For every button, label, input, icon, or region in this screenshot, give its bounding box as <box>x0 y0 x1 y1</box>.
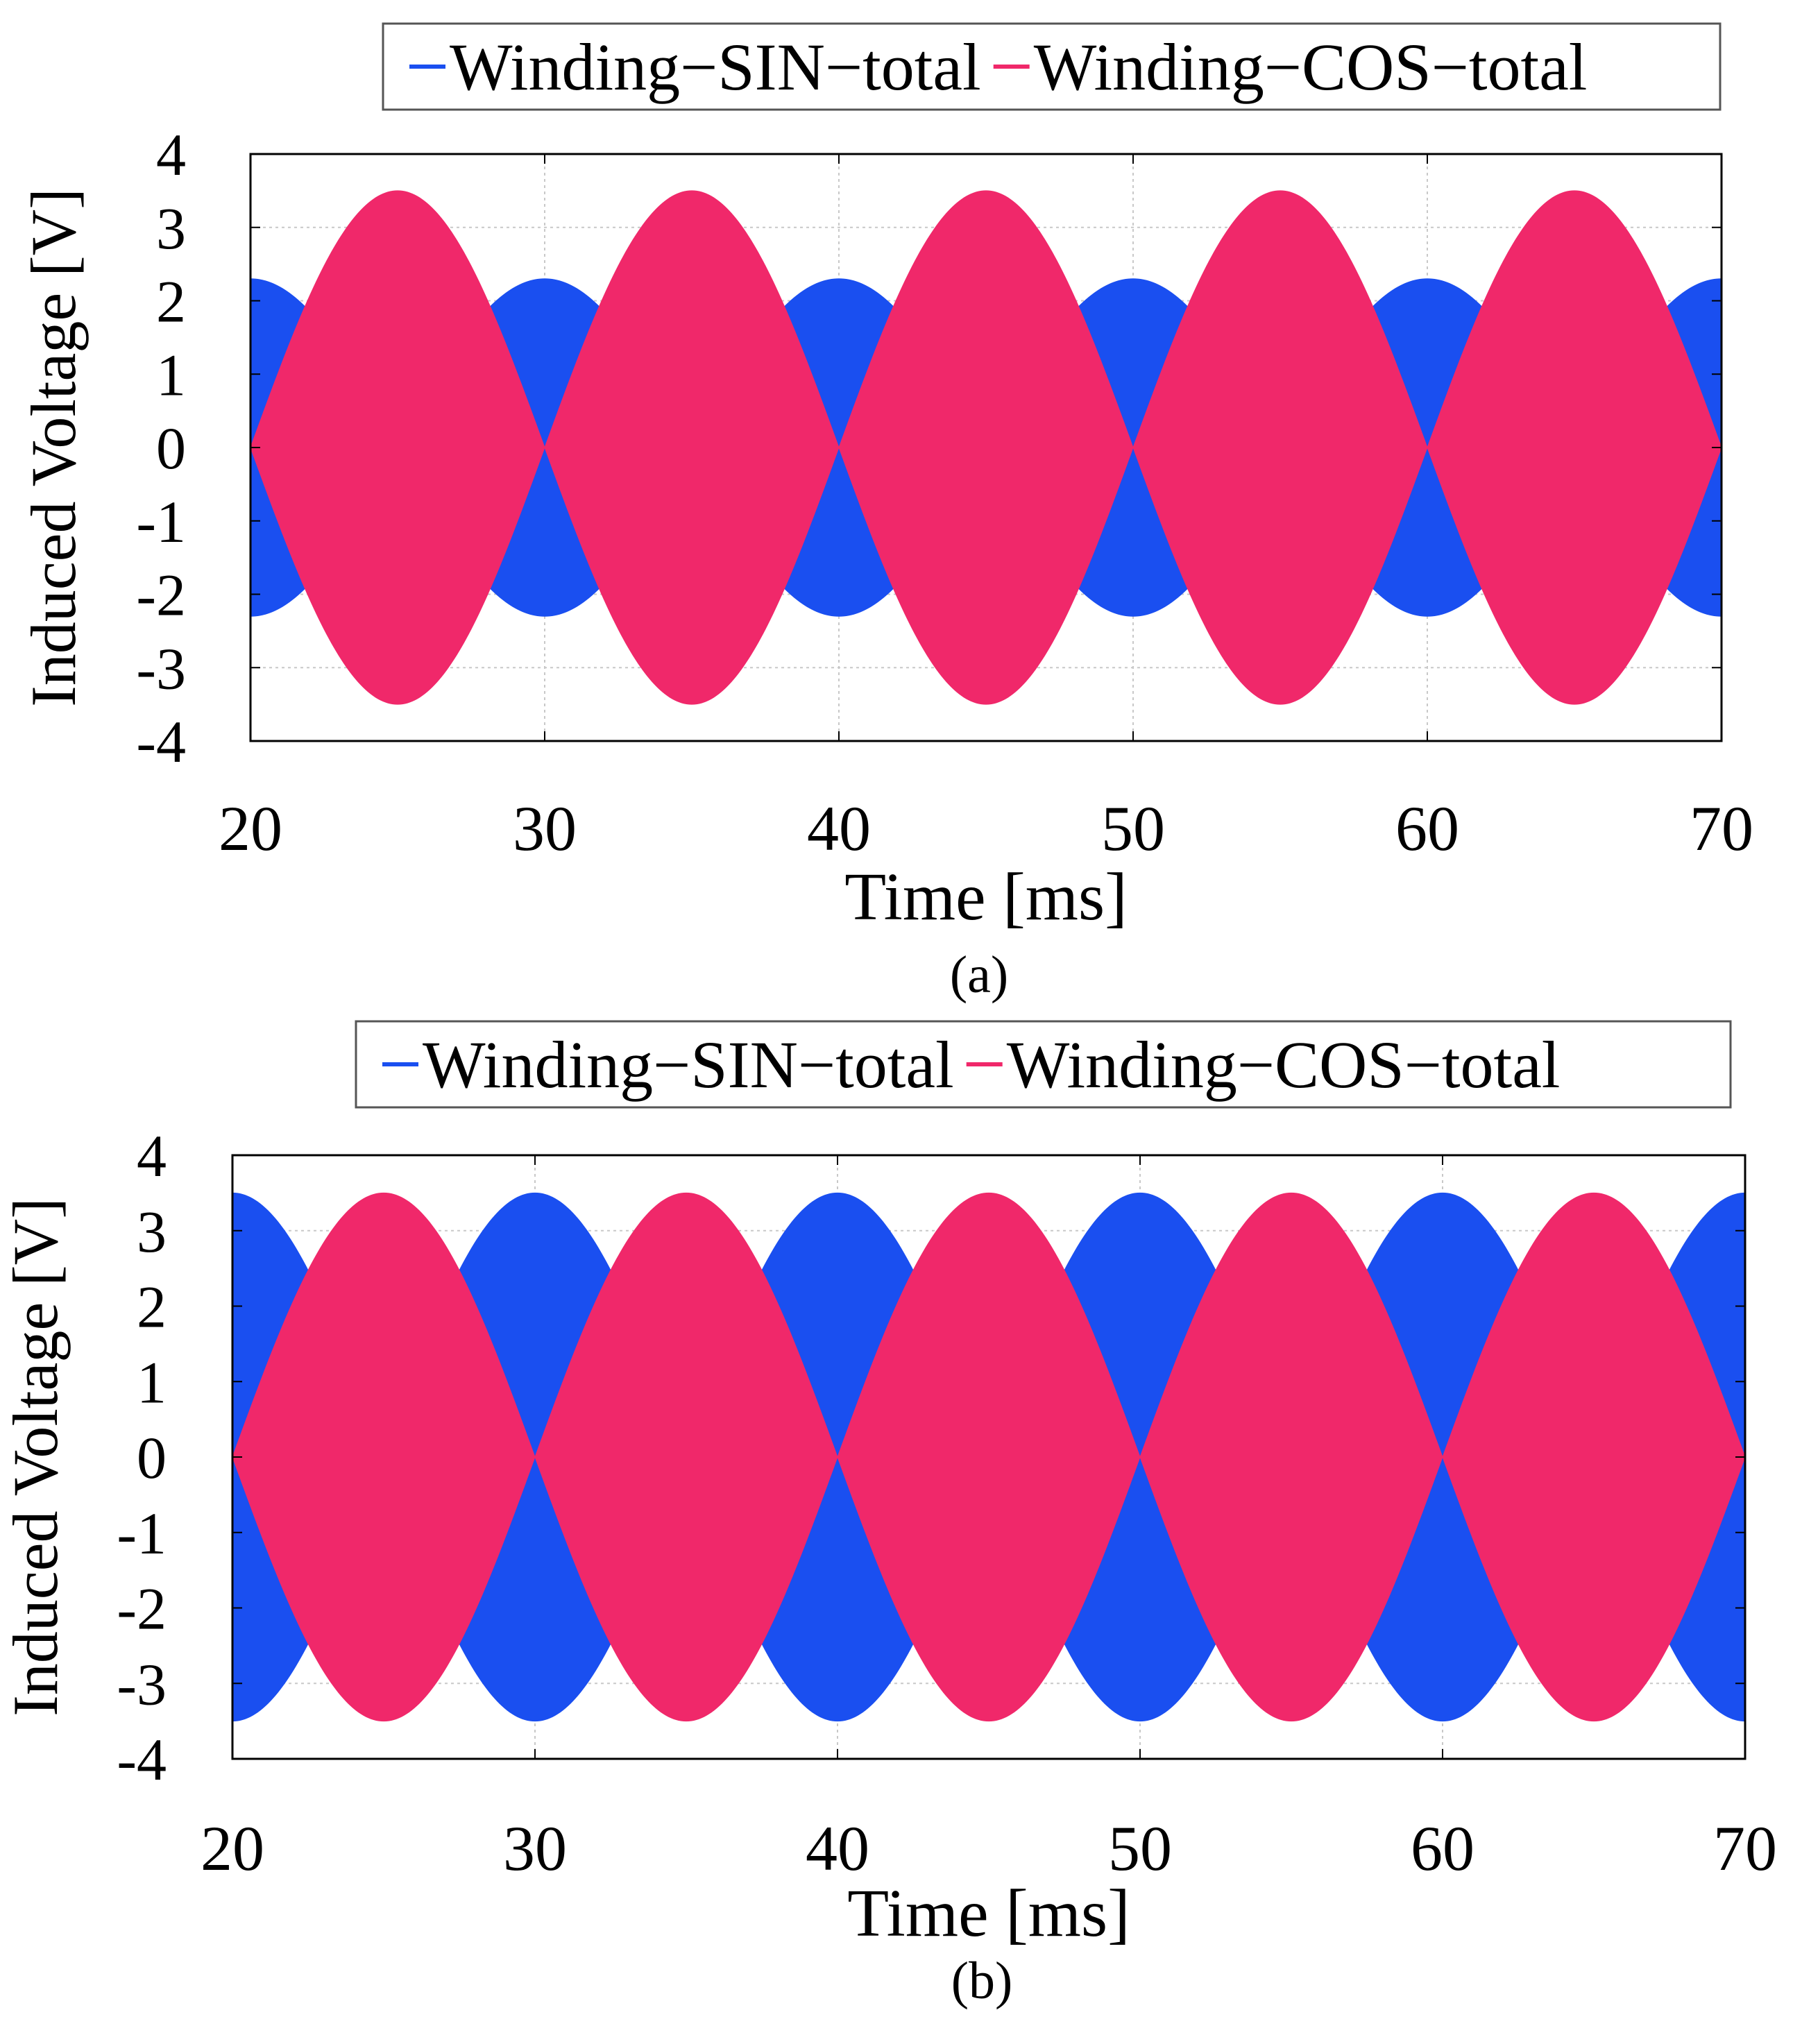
y-tick-label: -4 <box>117 1726 167 1793</box>
y-tick-label: 4 <box>137 1123 167 1189</box>
y-axis-label: Induced Voltage [V] <box>18 188 89 707</box>
y-tick-label: -1 <box>117 1500 167 1567</box>
y-tick-label: -2 <box>136 562 186 629</box>
x-tick-label: 70 <box>1690 793 1753 864</box>
x-tick-label: 50 <box>1101 793 1165 864</box>
chart-panel-a: 20 30 40 50 60 70 4 3 21 0-1 -2-3 -4 Time [ms] Induce… <box>18 22 1753 1004</box>
y-tick-label: 0 <box>156 415 186 482</box>
panel-caption: (b) <box>951 1952 1013 2010</box>
y-tick-label: 2 <box>137 1274 167 1340</box>
x-tick-label: 30 <box>513 793 577 864</box>
x-axis-label: Time [ms] <box>844 860 1128 935</box>
x-tick-label: 30 <box>503 1813 567 1884</box>
x-tick-label: 20 <box>219 793 282 864</box>
legend-label-cos: Winding−COS−total <box>1007 1028 1561 1102</box>
y-tick-label: -1 <box>136 488 186 555</box>
x-tick-label: 20 <box>201 1813 264 1884</box>
y-tick-label: 0 <box>137 1424 167 1491</box>
legend-label-cos: Winding−COS−total <box>1034 30 1588 104</box>
legend-box <box>355 1020 1732 1109</box>
x-tick-label: 60 <box>1411 1813 1474 1884</box>
y-tick-label: -4 <box>136 708 186 775</box>
series-group <box>232 1192 1745 1722</box>
chart-panel-b: 20 30 40 50 60 70 4 3 2 1 0 -1 -2 -3 -4 Time [ms] Induce… <box>0 1020 1777 2010</box>
panel-caption: (a) <box>950 946 1008 1004</box>
y-tick-label: -3 <box>117 1651 167 1717</box>
x-tick-label: 50 <box>1108 1813 1172 1884</box>
legend-label-sin: Winding−SIN−total <box>423 1028 954 1102</box>
legend: Winding−SIN−total Winding−COS−total <box>382 22 1722 111</box>
x-tick-label: 70 <box>1713 1813 1777 1884</box>
y-tick-label: 1 <box>137 1349 167 1415</box>
x-tick-label: 60 <box>1395 793 1459 864</box>
x-tick-label: 40 <box>807 793 871 864</box>
y-tick-label: 3 <box>156 195 186 262</box>
y-tick-label: 2 <box>156 269 186 335</box>
y-axis-label: Induced Voltage [V] <box>0 1198 71 1717</box>
series-group <box>250 190 1722 705</box>
y-tick-label: 1 <box>156 341 186 408</box>
y-tick-label: 3 <box>137 1198 167 1265</box>
series-cos-envelope <box>232 1192 1745 1722</box>
y-tick-label: 4 <box>156 121 186 188</box>
legend-box <box>382 22 1722 111</box>
series-cos-envelope <box>250 190 1722 705</box>
legend-label-sin: Winding−SIN−total <box>450 30 981 104</box>
y-tick-label: -2 <box>117 1576 167 1642</box>
legend: Winding−SIN−total Winding−COS−total <box>355 1020 1732 1109</box>
x-axis-label: Time [ms] <box>847 1876 1130 1951</box>
x-tick-label: 40 <box>806 1813 869 1884</box>
y-tick-label: -3 <box>136 635 186 701</box>
